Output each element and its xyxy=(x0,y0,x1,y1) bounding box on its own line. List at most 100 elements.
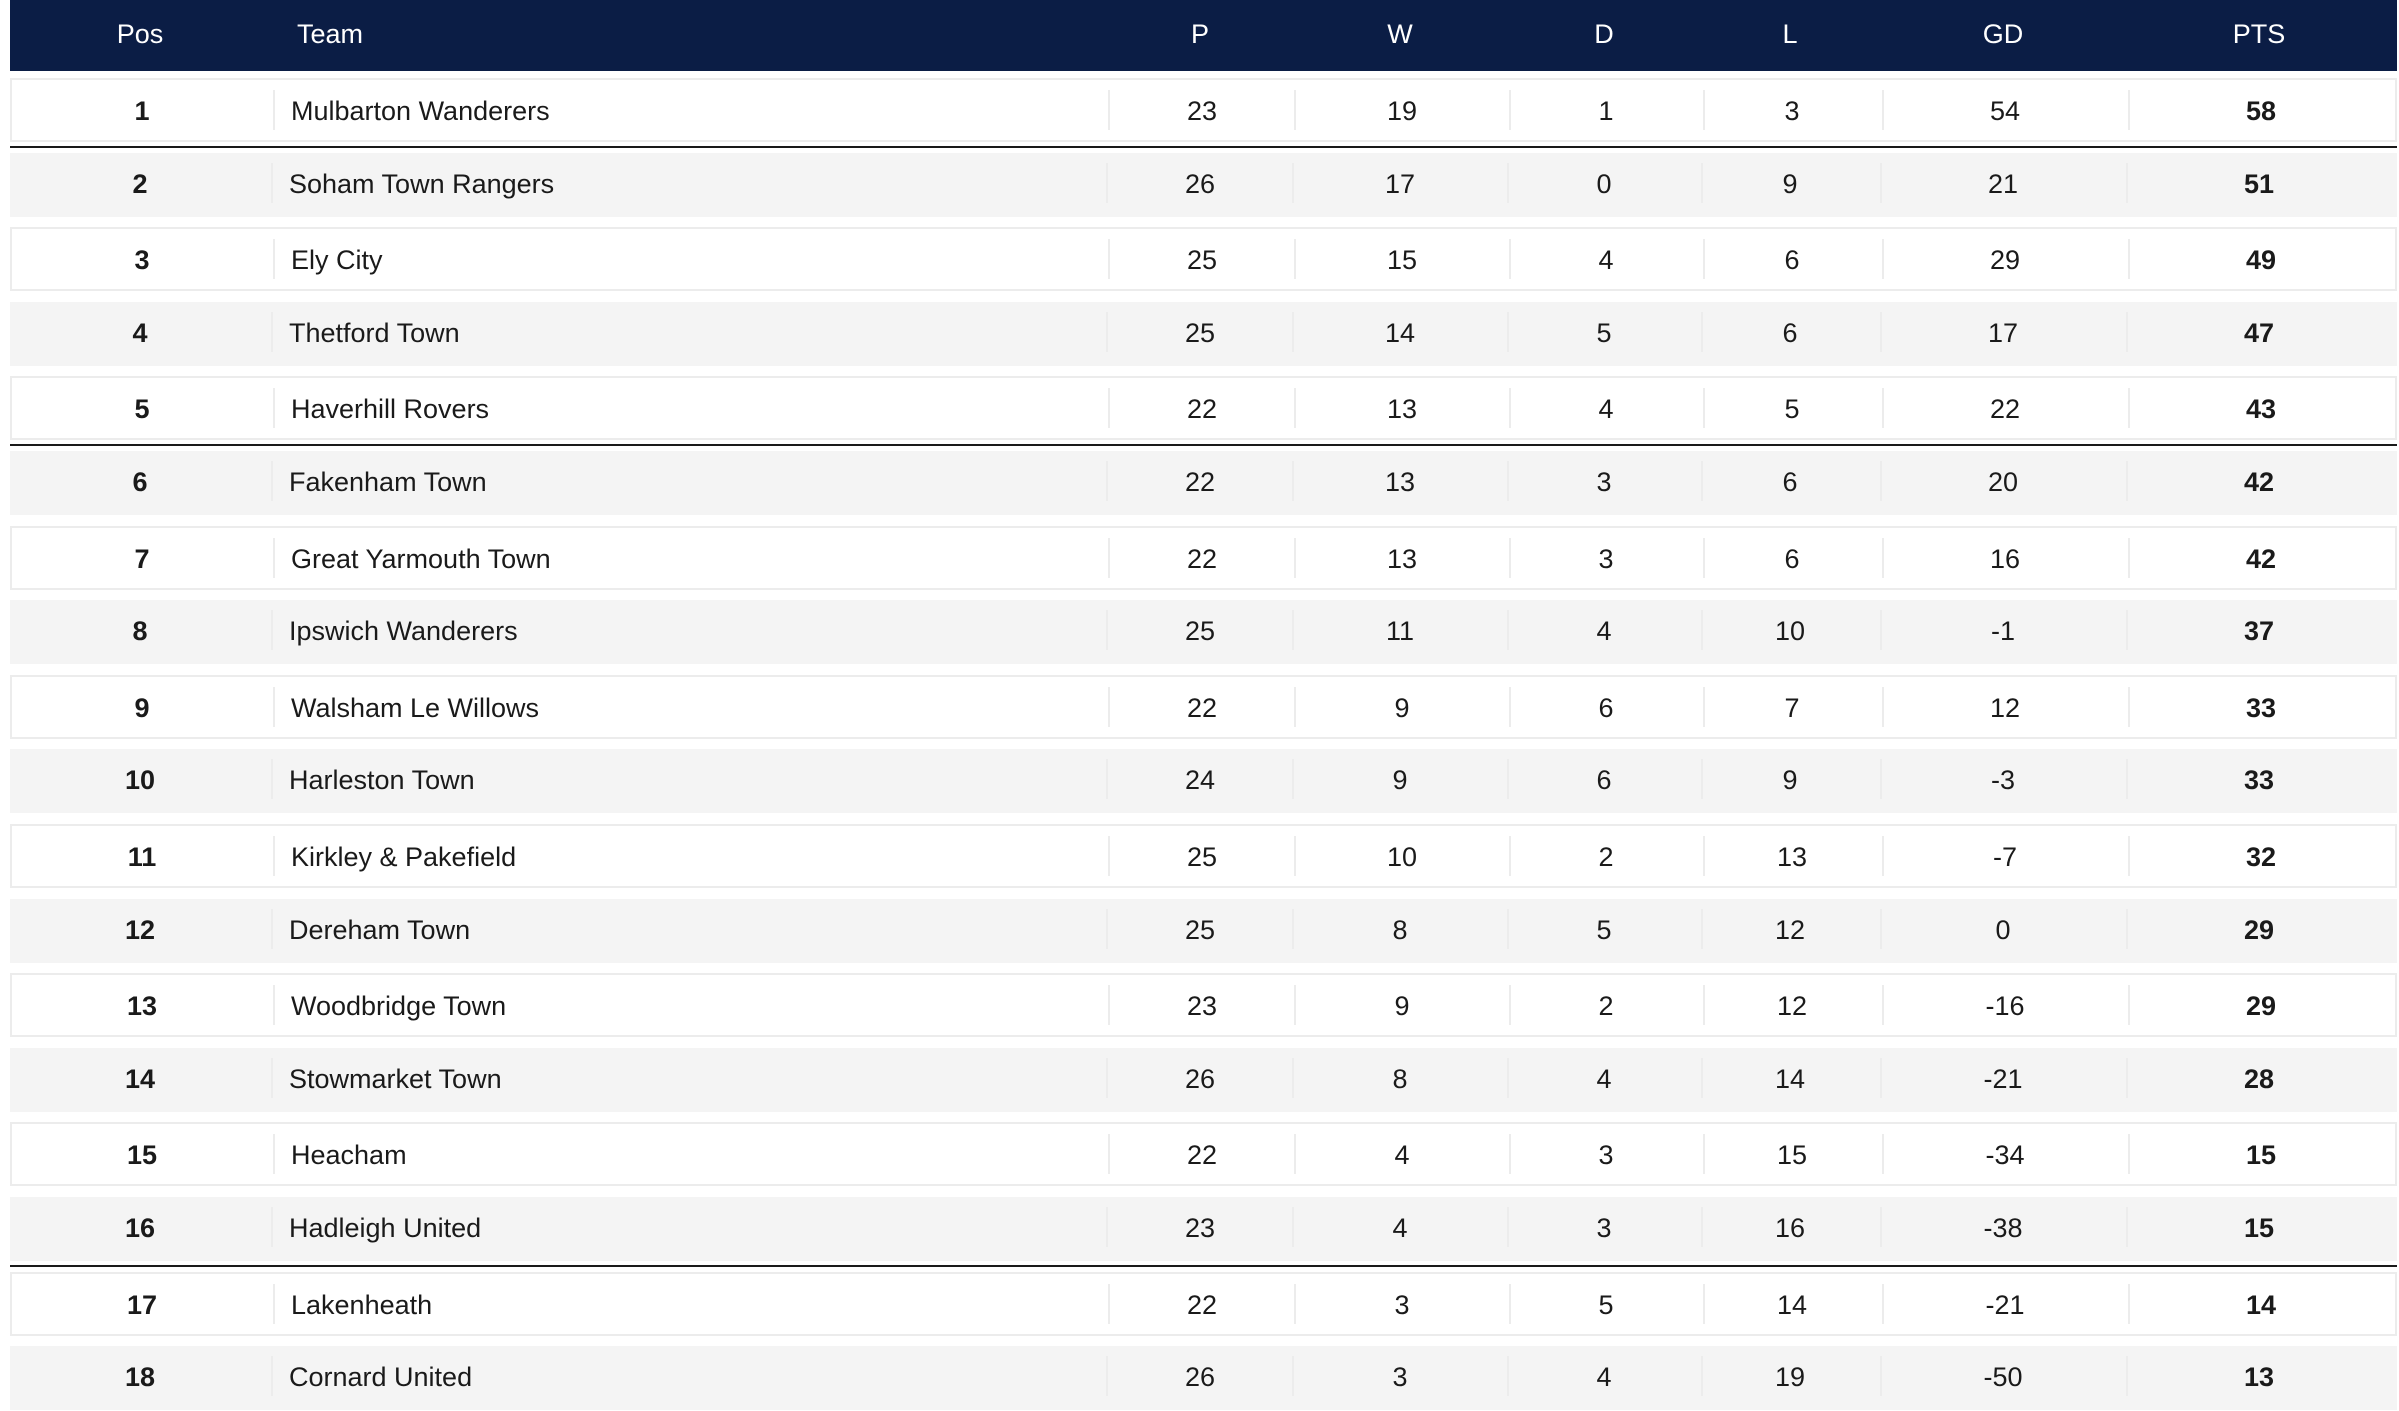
cell-divider xyxy=(2126,1356,2128,1397)
table-cell: 8 xyxy=(1392,1063,1408,1094)
table-cell: 15 xyxy=(1776,1140,1808,1171)
table-row: 13 Woodbridge Town 23 9 2 12 -16 29 xyxy=(10,973,2397,1038)
cell-divider xyxy=(1106,162,1108,203)
cell-divider xyxy=(2128,388,2130,429)
table-row: 11 Kirkley & Pakefield 25 10 2 13 -7 32 xyxy=(10,824,2397,888)
table-cell: 9 xyxy=(1782,168,1798,199)
table-cell: 16 xyxy=(124,1213,156,1243)
table-cell: 26 xyxy=(1184,168,1216,199)
table-row: 17 Lakenheath 22 3 5 14 -21 14 xyxy=(10,1271,2397,1336)
table-cell: 3 xyxy=(1394,1289,1410,1320)
table-cell: Cornard United xyxy=(289,1362,473,1393)
table-row: 7 Great Yarmouth Town 22 13 3 6 16 42 xyxy=(10,525,2397,590)
table-row: 1 Mulbarton Wanderers 23 19 1 3 54 58 xyxy=(10,78,2397,142)
zone-separator xyxy=(10,444,2397,446)
table-row: 4 Thetford Town 25 14 5 6 17 47 xyxy=(10,301,2397,366)
table-cell: 2 xyxy=(132,168,148,199)
table-cell: 4 xyxy=(1596,1362,1612,1393)
cell-divider xyxy=(1507,759,1509,800)
cell-divider xyxy=(1106,908,1108,949)
table-cell: 22 xyxy=(1186,1140,1218,1171)
cell-divider xyxy=(1882,239,1884,280)
cell-divider xyxy=(1701,1207,1703,1247)
cell-divider xyxy=(271,311,273,352)
column-header: Team xyxy=(297,19,364,49)
cell-divider xyxy=(1106,311,1108,352)
table-cell: Dereham Town xyxy=(289,914,471,945)
cell-divider xyxy=(1880,162,1882,203)
table-cell: 33 xyxy=(2243,765,2275,796)
cell-divider xyxy=(1292,1207,1294,1247)
table-cell: 16 xyxy=(1774,1213,1806,1243)
cell-divider xyxy=(1292,461,1294,501)
table-cell: 19 xyxy=(1386,96,1418,126)
table-cell: 5 xyxy=(1596,914,1612,945)
cell-divider xyxy=(1294,836,1296,876)
table-cell: 43 xyxy=(2245,394,2277,425)
cell-divider xyxy=(1106,1356,1108,1397)
table-cell: 4 xyxy=(1392,1213,1408,1243)
column-header: W xyxy=(1387,19,1413,49)
table-cell: -7 xyxy=(1992,842,2017,872)
table-cell: 29 xyxy=(1989,245,2021,276)
cell-divider xyxy=(273,90,275,130)
table-cell: 4 xyxy=(1596,616,1612,647)
cell-divider xyxy=(1507,610,1509,651)
cell-divider xyxy=(1106,759,1108,800)
table-cell: -21 xyxy=(1985,1289,2025,1320)
cell-divider xyxy=(271,908,273,949)
table-cell: 26 xyxy=(1184,1362,1216,1393)
table-cell: 25 xyxy=(1184,616,1216,647)
table-cell: Mulbarton Wanderers xyxy=(291,96,550,126)
table-cell: 29 xyxy=(2243,914,2275,945)
cell-divider xyxy=(1880,311,1882,352)
cell-divider xyxy=(273,686,275,727)
cell-divider xyxy=(1108,836,1110,876)
cell-divider xyxy=(2128,90,2130,130)
cell-divider xyxy=(1701,162,1703,203)
zone-separator xyxy=(10,145,2397,148)
cell-divider xyxy=(1294,686,1296,727)
table-cell: 23 xyxy=(1186,96,1218,126)
table-cell: 1 xyxy=(1598,96,1614,126)
cell-divider xyxy=(1509,836,1511,876)
table-cell: 3 xyxy=(1598,543,1614,574)
table-cell: 17 xyxy=(1384,168,1416,199)
table-cell: 6 xyxy=(1784,245,1800,276)
table-cell: 14 xyxy=(1774,1063,1806,1094)
table-row: 9 Walsham Le Willows 22 9 6 7 12 33 xyxy=(10,674,2397,739)
table-cell: 0 xyxy=(1995,914,2011,945)
cell-divider xyxy=(2126,759,2128,800)
column-header: D xyxy=(1594,19,1614,49)
table-cell: Ipswich Wanderers xyxy=(289,616,518,647)
cell-divider xyxy=(271,1356,273,1397)
table-cell: 58 xyxy=(2245,96,2277,126)
cell-divider xyxy=(1703,239,1705,280)
cell-divider xyxy=(2128,537,2130,578)
cell-divider xyxy=(1106,610,1108,651)
cell-divider xyxy=(271,461,273,501)
table-cell: 0 xyxy=(1596,168,1612,199)
cell-divider xyxy=(1880,908,1882,949)
cell-divider xyxy=(1703,1134,1705,1175)
table-row: 2 Soham Town Rangers 26 17 0 9 21 51 xyxy=(10,152,2397,217)
cell-divider xyxy=(1701,1057,1703,1098)
cell-divider xyxy=(2128,985,2130,1026)
table-cell: 2 xyxy=(1598,991,1614,1022)
table-cell: 6 xyxy=(132,467,148,497)
table-cell: Heacham xyxy=(291,1140,407,1171)
table-cell: 7 xyxy=(1784,692,1800,723)
table-cell: Lakenheath xyxy=(291,1289,433,1320)
cell-divider xyxy=(2126,311,2128,352)
table-cell: 17 xyxy=(1987,317,2019,348)
cell-divider xyxy=(2128,836,2130,876)
cell-divider xyxy=(1108,985,1110,1026)
cell-divider xyxy=(1292,610,1294,651)
cell-divider xyxy=(1509,90,1511,130)
table-cell: Hadleigh United xyxy=(289,1213,482,1243)
table-cell: 3 xyxy=(1784,96,1800,126)
cell-divider xyxy=(1509,537,1511,578)
column-header: GD xyxy=(1982,19,2024,49)
table-cell: -34 xyxy=(1985,1140,2025,1171)
table-cell: 22 xyxy=(1186,692,1218,723)
